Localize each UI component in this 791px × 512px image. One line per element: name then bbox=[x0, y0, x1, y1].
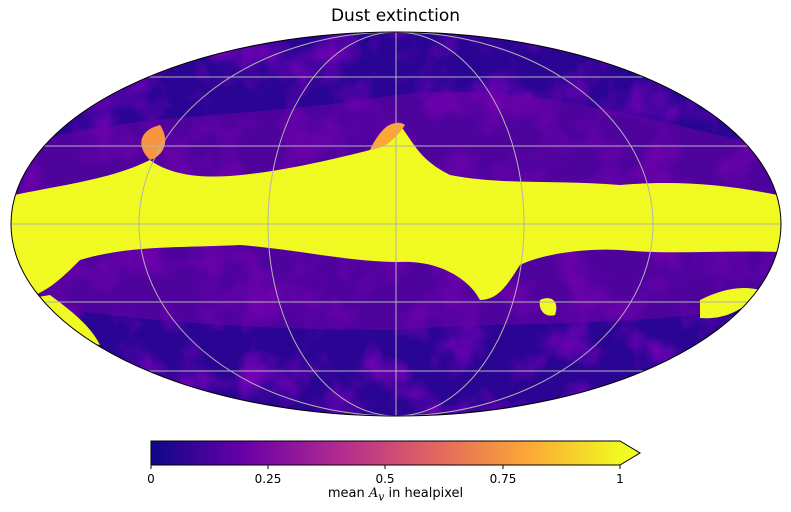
colorbar-label: mean Av in healpixel bbox=[0, 486, 791, 504]
colorbar-label-symbol: A bbox=[368, 486, 379, 501]
colorbar-label-suffix: in healpixel bbox=[384, 486, 464, 501]
colorbar-extend-arrow bbox=[620, 441, 640, 465]
map-title: Dust extinction bbox=[330, 6, 461, 26]
colorbar-label-prefix: mean bbox=[327, 486, 369, 501]
colorbar-tick: 0.5 bbox=[375, 472, 395, 486]
map-border bbox=[10, 31, 782, 417]
colorbar-label-sub: v bbox=[378, 490, 385, 504]
colorbar-tick: 0.25 bbox=[254, 472, 282, 486]
colorbar bbox=[150, 440, 641, 469]
colorbar-tick: 1 bbox=[616, 472, 624, 486]
colorbar-tick: 0 bbox=[147, 472, 155, 486]
colorbar-tick: 0.75 bbox=[489, 472, 517, 486]
